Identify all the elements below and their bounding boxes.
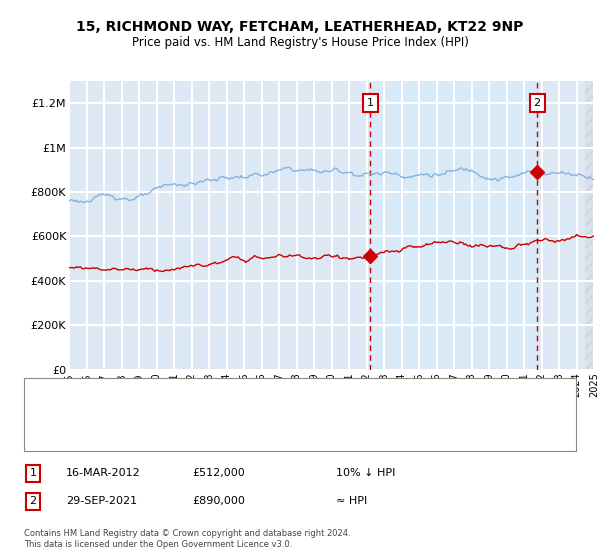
Text: £512,000: £512,000	[192, 468, 245, 478]
Text: 15, RICHMOND WAY, FETCHAM, LEATHERHEAD, KT22 9NP (detached house): 15, RICHMOND WAY, FETCHAM, LEATHERHEAD, …	[63, 382, 455, 393]
Text: ——: ——	[33, 381, 58, 394]
Bar	[585, 81, 594, 370]
Text: 15, RICHMOND WAY, FETCHAM, LEATHERHEAD, KT22 9NP: 15, RICHMOND WAY, FETCHAM, LEATHERHEAD, …	[76, 20, 524, 34]
Text: ≈ HPI: ≈ HPI	[336, 496, 367, 506]
Text: Contains HM Land Registry data © Crown copyright and database right 2024.
This d: Contains HM Land Registry data © Crown c…	[24, 529, 350, 549]
Text: 2: 2	[533, 99, 541, 109]
Text: 1: 1	[367, 99, 374, 109]
Bar	[370, 81, 537, 370]
Text: Price paid vs. HM Land Registry's House Price Index (HPI): Price paid vs. HM Land Registry's House …	[131, 36, 469, 49]
Text: 2: 2	[29, 496, 37, 506]
Text: 29-SEP-2021: 29-SEP-2021	[66, 496, 137, 506]
Text: HPI: Average price, detached house, Mole Valley: HPI: Average price, detached house, Mole…	[63, 433, 315, 443]
Text: 10% ↓ HPI: 10% ↓ HPI	[336, 468, 395, 478]
Text: 16-MAR-2012: 16-MAR-2012	[66, 468, 141, 478]
Text: ——: ——	[33, 431, 58, 445]
Text: £890,000: £890,000	[192, 496, 245, 506]
Text: 1: 1	[29, 468, 37, 478]
